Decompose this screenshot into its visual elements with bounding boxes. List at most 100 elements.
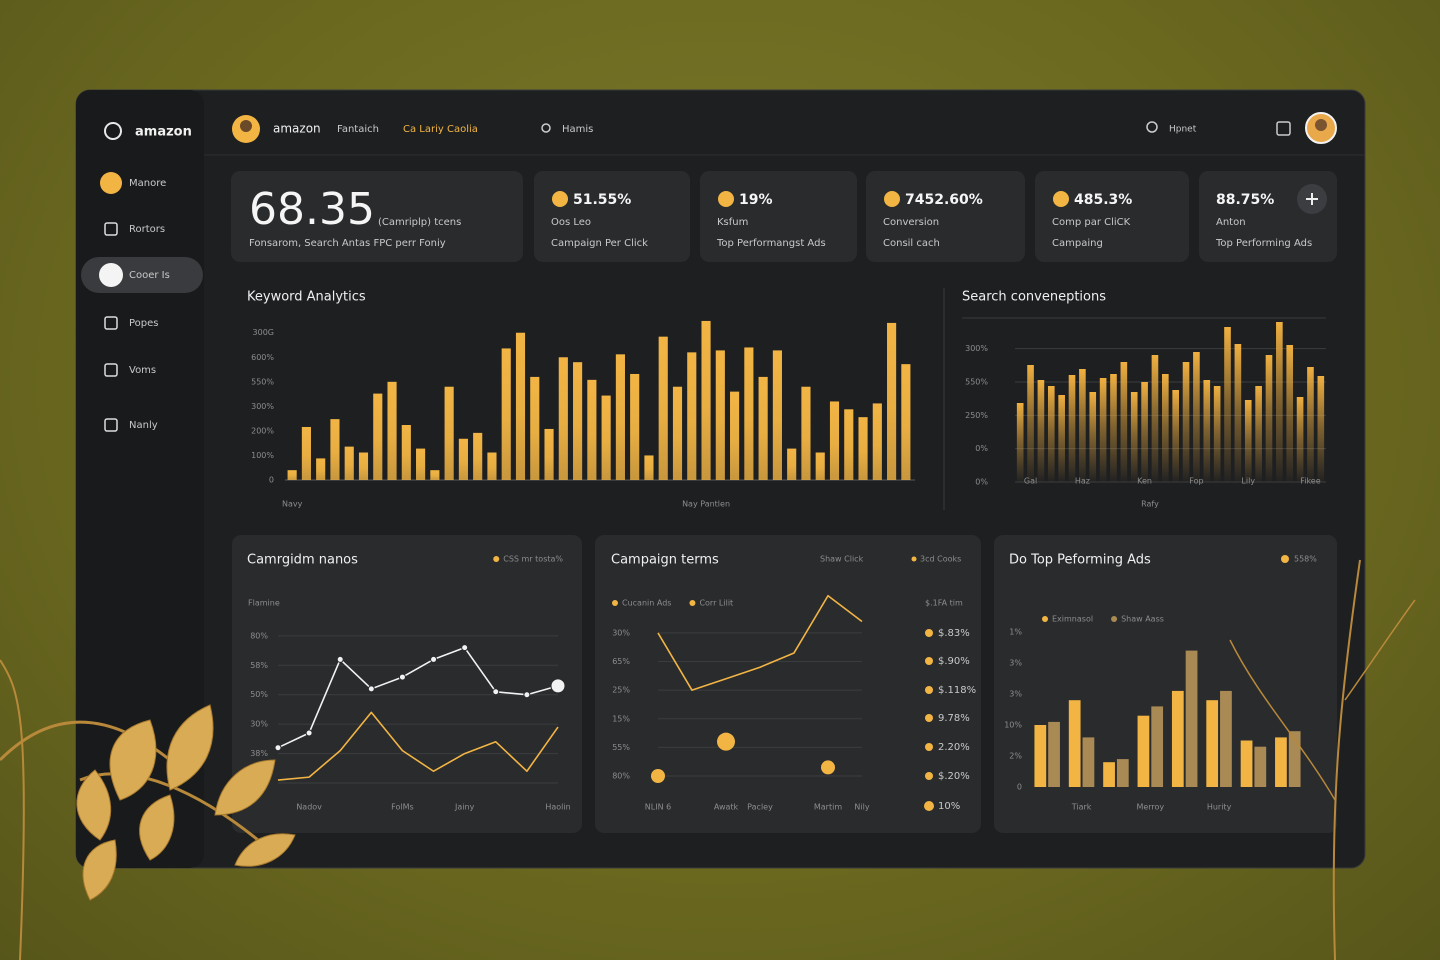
nav-icon bbox=[104, 316, 118, 330]
x-tick-label: Merroy bbox=[1136, 803, 1164, 812]
bar bbox=[1185, 650, 1198, 787]
bar bbox=[530, 376, 540, 480]
grid-icon[interactable] bbox=[1276, 121, 1291, 136]
y-tick-label: 10% bbox=[1004, 721, 1022, 730]
point bbox=[336, 655, 344, 663]
bar bbox=[1068, 700, 1081, 787]
point bbox=[461, 644, 469, 652]
annotation: $.20% bbox=[938, 771, 970, 782]
chart-title: Camrgidm nanos bbox=[247, 553, 358, 568]
bar bbox=[758, 376, 768, 480]
search-icon[interactable] bbox=[541, 123, 551, 133]
y-tick-label: 15% bbox=[612, 714, 630, 723]
x-tick-label: FolMs bbox=[391, 803, 414, 812]
bar bbox=[1141, 382, 1148, 482]
bar bbox=[1203, 380, 1211, 482]
search[interactable]: Hamis bbox=[562, 124, 593, 135]
legend-marker bbox=[689, 600, 696, 606]
nav-icon bbox=[104, 222, 118, 236]
kpi-card bbox=[231, 171, 523, 262]
point bbox=[717, 732, 735, 751]
x-tick-label: Navy bbox=[282, 500, 303, 509]
bar bbox=[1276, 322, 1283, 482]
bar bbox=[1224, 327, 1231, 482]
bar bbox=[1058, 395, 1065, 482]
bar bbox=[1220, 690, 1232, 787]
bar bbox=[1254, 746, 1267, 787]
x-tick-label: Tiark bbox=[1071, 803, 1092, 812]
line bbox=[277, 646, 559, 749]
user[interactable]: Hpnet bbox=[1169, 125, 1197, 135]
x-tick-label: Nadov bbox=[296, 803, 322, 812]
kpi-icon bbox=[1053, 191, 1069, 207]
bar bbox=[487, 452, 497, 480]
bar bbox=[872, 403, 882, 480]
legend-marker bbox=[1042, 616, 1048, 622]
bar bbox=[1275, 737, 1287, 787]
profile-face bbox=[1315, 119, 1327, 131]
bar bbox=[544, 428, 554, 480]
nav-item[interactable]: Popes bbox=[129, 318, 159, 329]
brand: amazon bbox=[135, 125, 192, 140]
kpi-value: 88.75% bbox=[1216, 192, 1274, 208]
kpi-sub: Top Performangst Ads bbox=[716, 238, 826, 249]
y-tick-label: 55% bbox=[612, 743, 630, 752]
bar bbox=[573, 362, 583, 480]
bar bbox=[1047, 386, 1055, 482]
nav-item[interactable]: Nanly bbox=[129, 420, 158, 431]
annotation-dot bbox=[924, 801, 934, 811]
y-tick-label: 0 bbox=[269, 476, 274, 485]
bar bbox=[387, 381, 397, 480]
legend-label: Shaw Aass bbox=[1121, 615, 1164, 624]
chart-card bbox=[232, 535, 582, 833]
kpi-card bbox=[534, 171, 690, 262]
kpi-sub: Campaign Per Click bbox=[551, 238, 648, 249]
bar bbox=[672, 386, 683, 480]
nav-item[interactable]: Fantaich bbox=[337, 124, 379, 135]
y-tick-label: 30% bbox=[250, 720, 268, 729]
chart-title: Do Top Peforming Ads bbox=[1009, 553, 1151, 568]
annotation: Shaw Click bbox=[820, 555, 864, 564]
legend-label: Cucanin Ads bbox=[622, 599, 671, 608]
bar bbox=[1034, 725, 1047, 787]
y-tick-label: 50% bbox=[250, 690, 268, 699]
nav-item[interactable]: Manore bbox=[129, 178, 166, 189]
nav-item[interactable]: Ca Lariy Caolia bbox=[403, 124, 478, 135]
y-tick-label: 600% bbox=[251, 353, 274, 362]
bar bbox=[1265, 355, 1273, 482]
point bbox=[651, 769, 665, 783]
line bbox=[277, 711, 559, 781]
bar bbox=[1182, 362, 1190, 482]
kpi-sub: Consil cach bbox=[883, 238, 940, 249]
bar bbox=[658, 336, 668, 480]
annotation: 9.78% bbox=[938, 713, 970, 724]
bar bbox=[1206, 700, 1219, 787]
bar bbox=[1130, 392, 1138, 482]
nav-item[interactable]: Rortors bbox=[129, 224, 165, 235]
bell-icon[interactable] bbox=[1146, 121, 1158, 133]
y-tick-label: 3% bbox=[1009, 690, 1022, 699]
kpi-label: Oos Leo bbox=[551, 217, 591, 228]
point bbox=[821, 760, 835, 775]
y-tick-label: 30% bbox=[612, 628, 630, 637]
x-tick-label: Pacley bbox=[747, 803, 773, 812]
y-tick-label: 80% bbox=[250, 631, 268, 640]
kpi-label: Conversion bbox=[883, 217, 939, 228]
chart-card bbox=[595, 535, 981, 833]
y-tick-label: 25% bbox=[612, 686, 630, 695]
bar bbox=[301, 426, 311, 480]
bar bbox=[1288, 731, 1301, 787]
point bbox=[305, 729, 313, 737]
bar bbox=[401, 425, 411, 480]
line bbox=[657, 594, 863, 691]
annotation: 2.20% bbox=[938, 742, 970, 753]
y-tick-label: 550% bbox=[965, 378, 988, 387]
point bbox=[274, 744, 282, 752]
x-tick-label: Nay Pantlen bbox=[682, 500, 730, 509]
annotation-dot bbox=[925, 657, 933, 665]
nav-item[interactable]: Voms bbox=[129, 365, 156, 376]
annotation: 10% bbox=[938, 801, 960, 812]
nav-item[interactable]: Cooer Is bbox=[129, 270, 170, 281]
bar bbox=[316, 458, 326, 480]
